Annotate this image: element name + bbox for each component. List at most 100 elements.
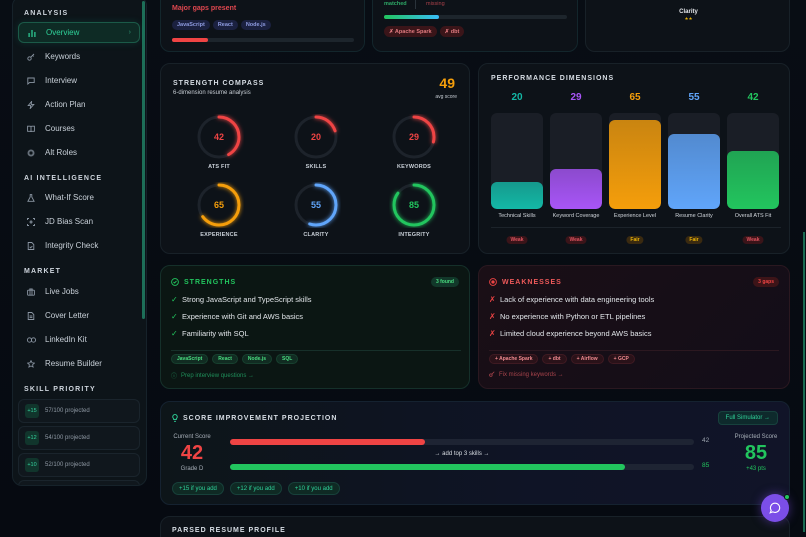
- projection-chips: +15 if you add +12 if you add +10 if you…: [172, 482, 340, 495]
- section-analysis: ANALYSIS: [24, 10, 69, 17]
- skill-priority-card[interactable]: +15 57/100 projected: [18, 399, 140, 423]
- projection-hint: → add top 3 skills →: [434, 451, 490, 457]
- projected-score-label: Projected Score: [734, 434, 778, 440]
- sidebar-item-overview[interactable]: Overview ›: [18, 22, 140, 43]
- chat-button[interactable]: [761, 494, 790, 522]
- file-text-icon: [25, 311, 37, 320]
- missing-tags: ✗ Apache Spark ✗ dbt: [384, 26, 465, 37]
- bar-value: 55: [688, 92, 700, 103]
- weakness-item: ✗ Limited cloud experience beyond AWS bas…: [489, 325, 654, 342]
- gauge-skills: 20 SKILLS: [291, 114, 341, 170]
- sidebar-item-label: Action Plan: [45, 100, 86, 109]
- gauge-ring: [294, 115, 338, 159]
- sidebar-item-integrity-check[interactable]: Integrity Check: [18, 235, 140, 256]
- skill-projection-text: 57/100 projected: [45, 408, 90, 414]
- keyword-match-card: matched missing ✗ Apache Spark ✗ dbt: [372, 0, 578, 52]
- sidebar-item-cover-letter[interactable]: Cover Letter: [18, 305, 140, 326]
- sidebar-item-action-plan[interactable]: Action Plan: [18, 94, 140, 115]
- sidebar-item-keywords[interactable]: Keywords: [18, 46, 140, 67]
- sidebar-item-interview[interactable]: Interview: [18, 70, 140, 91]
- scan-icon: [25, 217, 37, 226]
- sidebar-item-jd-bias-scan[interactable]: JD Bias Scan: [18, 211, 140, 232]
- bar-experience-level: 65 Experience Level: [609, 92, 661, 219]
- prep-interview-link-text: Prep interview questions →: [181, 372, 255, 379]
- page-scrollbar[interactable]: [803, 232, 805, 532]
- gain-chip[interactable]: +15 if you add: [172, 482, 224, 495]
- current-score-track: [230, 439, 694, 445]
- performance-card: PERFORMANCE DIMENSIONS 20 Technical Skill…: [478, 63, 790, 254]
- bar-track: [727, 113, 779, 209]
- skill-priority-card[interactable]: +10 52/100 projected: [18, 453, 140, 477]
- rating-badge: Weak: [506, 236, 528, 244]
- weaknesses-list: ✗ Lack of experience with data engineerin…: [489, 291, 654, 342]
- strengths-title: STRENGTHS: [184, 278, 237, 286]
- missing-label: missing: [426, 1, 445, 7]
- rating-badge: Fair: [685, 236, 703, 244]
- target-icon: [25, 149, 37, 157]
- gauge-integrity: 85 INTEGRITY: [389, 182, 439, 238]
- skill-tag: JavaScript: [172, 20, 210, 30]
- gauge-label: EXPERIENCE: [200, 232, 238, 238]
- sidebar-item-resume-builder[interactable]: Resume Builder: [18, 353, 140, 374]
- sidebar-item-label: Keywords: [45, 52, 81, 61]
- strength-tags: JavaScript React Node.js SQL: [171, 354, 302, 364]
- rating-badge: Fair: [626, 236, 644, 244]
- bar-value: 65: [629, 92, 641, 103]
- strength-tag: SQL: [275, 354, 299, 364]
- gauge-value: 29: [408, 132, 419, 142]
- section-market: MARKET: [24, 268, 62, 275]
- fix-keywords-link[interactable]: Fix missing keywords →: [489, 371, 564, 379]
- skill-priority-card[interactable]: +12 54/100 projected: [18, 426, 140, 450]
- sidebar-item-courses[interactable]: Courses: [18, 118, 140, 139]
- clarity-stars: ★★: [684, 16, 693, 21]
- bar-fill: [609, 120, 661, 209]
- gauge-value: 20: [310, 132, 321, 142]
- sidebar: ANALYSIS Overview › Keywords Interview A…: [12, 0, 147, 486]
- parsed-profile-card: PARSED RESUME PROFILE: [160, 516, 790, 537]
- compass-title: STRENGTH COMPASS: [173, 80, 265, 87]
- gauge-label: KEYWORDS: [397, 164, 431, 170]
- skill-tags: JavaScript React Node.js: [172, 20, 271, 30]
- gauge-ring: [392, 115, 436, 159]
- x-icon: ✗: [489, 312, 496, 321]
- bar-fill: [491, 182, 543, 209]
- avg-score-label: avg score: [435, 94, 457, 100]
- bar-fill: [550, 169, 602, 209]
- strengths-count: 3 found: [430, 277, 459, 287]
- gauge-label: CLARITY: [303, 232, 329, 238]
- gauge-ring: [197, 183, 241, 227]
- full-simulator-button[interactable]: Full Simulator →: [717, 411, 778, 425]
- check-circle-icon: [171, 278, 179, 286]
- gain-chip[interactable]: +12 if you add: [229, 482, 282, 495]
- sidebar-item-live-jobs[interactable]: Live Jobs: [18, 281, 140, 302]
- grade-label: Grade D: [180, 466, 204, 472]
- gauge-label: SKILLS: [305, 164, 327, 170]
- divider: [491, 227, 781, 228]
- gap-progress-fill: [172, 38, 209, 42]
- strength-compass-card: STRENGTH COMPASS 6-dimension resume anal…: [160, 63, 470, 254]
- sidebar-item-label: Overview: [46, 28, 80, 37]
- sidebar-item-linkedin-kit[interactable]: LinkedIn Kit: [18, 329, 140, 350]
- gauge-ring: [392, 183, 436, 227]
- divider: [415, 0, 416, 9]
- check-icon: ✓: [171, 295, 178, 304]
- sidebar-item-what-if-score[interactable]: What-If Score: [18, 187, 140, 208]
- weaknesses-count: 3 gaps: [753, 277, 779, 287]
- missing-keyword-tag: + GCP: [607, 354, 635, 364]
- sidebar-item-alt-roles[interactable]: Alt Roles: [18, 142, 140, 163]
- bar-resume-clarity: 55 Resume Clarity: [668, 92, 720, 219]
- prep-interview-link[interactable]: ⓘ Prep interview questions →: [171, 371, 255, 381]
- sidebar-scrollbar[interactable]: [142, 1, 145, 319]
- current-score-fill: [230, 439, 425, 445]
- gauge-ring: [294, 183, 338, 227]
- skill-priority-card[interactable]: [18, 480, 140, 485]
- bar-fill: [727, 151, 779, 209]
- gauge-label: INTEGRITY: [398, 232, 430, 238]
- strengths-card: STRENGTHS 3 found ✓ Strong JavaScript and…: [160, 265, 470, 389]
- gain-chip[interactable]: +10 if you add: [287, 482, 340, 495]
- matched-label: matched: [384, 1, 407, 7]
- weaknesses-header: WEAKNESSES: [489, 278, 562, 286]
- projection-card: SCORE IMPROVEMENT PROJECTION Full Simula…: [160, 401, 790, 505]
- skill-gain-badge: +10: [25, 458, 39, 472]
